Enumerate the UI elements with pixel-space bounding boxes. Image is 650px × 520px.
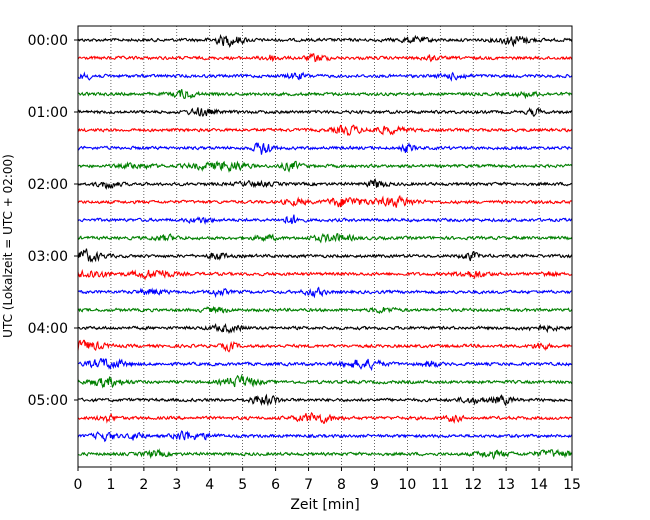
y-tick-label-4: 04:00 (28, 321, 68, 337)
y-axis-ticks: 00:00 01:00 02:00 03:00 04:00 05:00 (28, 33, 78, 409)
x-tick-label-6: 6 (271, 477, 280, 493)
trace-15 (77, 305, 573, 315)
x-tick-label-12: 12 (464, 477, 482, 493)
x-tick-label-14: 14 (530, 477, 548, 493)
trace-20 (77, 393, 573, 407)
x-tick-label-2: 2 (139, 477, 148, 493)
trace-2 (77, 71, 573, 82)
y-axis-label: UTC (Lokalzeit = UTC + 02:00) (1, 154, 15, 338)
trace-21 (77, 411, 573, 424)
trace-11 (77, 232, 573, 244)
trace-6 (77, 142, 573, 155)
trace-12 (77, 248, 573, 263)
trace-17 (77, 339, 573, 353)
trace-19 (77, 373, 573, 389)
y-tick-label-2: 02:00 (28, 177, 68, 193)
trace-3 (77, 89, 573, 100)
trace-10 (77, 214, 573, 225)
trace-16 (77, 322, 573, 335)
x-tick-label-1: 1 (106, 477, 115, 493)
y-tick-label-1: 01:00 (28, 105, 68, 121)
x-axis-ticks: 0 1 2 3 4 5 6 7 8 9 10 11 12 13 14 15 (74, 467, 581, 493)
x-tick-label-11: 11 (431, 477, 449, 493)
trace-8 (77, 178, 573, 190)
x-tick-label-7: 7 (304, 477, 313, 493)
x-tick-label-9: 9 (370, 477, 379, 493)
x-tick-label-13: 13 (497, 477, 515, 493)
x-tick-label-5: 5 (238, 477, 247, 493)
x-tick-label-8: 8 (337, 477, 346, 493)
seismic-traces (77, 33, 573, 460)
trace-18 (77, 358, 573, 372)
y-tick-label-3: 03:00 (28, 249, 68, 265)
trace-5 (77, 124, 573, 136)
x-tick-label-15: 15 (563, 477, 581, 493)
trace-4 (77, 107, 573, 118)
trace-0 (77, 33, 573, 48)
trace-9 (77, 194, 573, 208)
trace-22 (77, 430, 573, 443)
x-tick-label-0: 0 (74, 477, 83, 493)
trace-7 (77, 160, 573, 174)
x-tick-label-3: 3 (172, 477, 181, 493)
trace-23 (77, 448, 573, 460)
trace-1 (77, 52, 573, 63)
plot-frame (77, 25, 573, 468)
x-tick-label-4: 4 (205, 477, 214, 493)
trace-13 (77, 268, 573, 281)
y-tick-label-0: 00:00 (28, 33, 68, 49)
trace-14 (77, 286, 573, 299)
x-tick-label-10: 10 (398, 477, 416, 493)
x-axis-label: Zeit [min] (290, 497, 359, 513)
y-tick-label-5: 05:00 (28, 393, 68, 409)
